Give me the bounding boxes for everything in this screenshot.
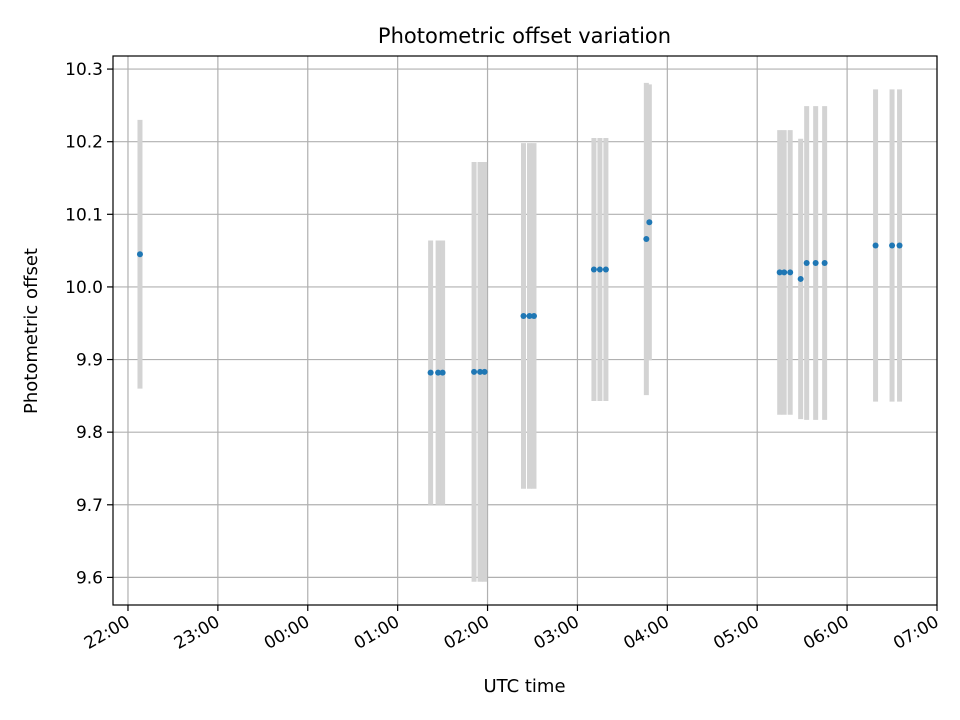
x-axis-label: UTC time	[483, 676, 565, 697]
data-point	[602, 266, 609, 273]
y-axis-label: Photometric offset	[21, 248, 42, 414]
data-point	[590, 266, 597, 273]
y-tick-label: 10.3	[65, 60, 103, 80]
data-point	[776, 269, 783, 276]
x-tick-label: 06:00	[800, 612, 852, 654]
x-tick-label: 07:00	[890, 612, 942, 654]
data-point	[520, 312, 527, 319]
data-point	[439, 369, 446, 376]
data-point	[797, 275, 804, 282]
x-tick-label: 04:00	[620, 612, 672, 654]
x-tick-label: 01:00	[351, 612, 403, 654]
data-point	[781, 269, 788, 276]
y-tick-label: 10.0	[65, 278, 103, 298]
data-point	[646, 219, 653, 226]
data-points	[136, 219, 903, 376]
data-point	[435, 369, 442, 376]
data-point	[803, 259, 810, 266]
x-tick-label: 00:00	[261, 612, 313, 654]
data-point	[821, 259, 828, 266]
data-point	[896, 242, 903, 249]
x-axis-ticks: 22:00 23:00 00:00 01:00 02:00 03:00 04:00 05:00…	[81, 605, 943, 654]
data-point	[471, 368, 478, 375]
x-tick-label: 22:00	[81, 612, 133, 654]
x-tick-label: 05:00	[710, 612, 762, 654]
data-point	[889, 242, 896, 249]
data-point	[787, 269, 794, 276]
y-tick-label: 9.6	[76, 568, 103, 588]
y-tick-label: 10.1	[65, 205, 103, 225]
y-tick-label: 9.9	[76, 351, 103, 371]
data-point	[477, 368, 484, 375]
data-point	[481, 368, 488, 375]
x-tick-label: 02:00	[441, 612, 493, 654]
data-point	[643, 236, 650, 242]
x-tick-label: 23:00	[171, 612, 223, 654]
data-point	[427, 369, 434, 376]
y-tick-label: 10.2	[65, 133, 103, 153]
data-point	[136, 251, 143, 258]
plot-frame	[112, 55, 938, 606]
error-bars	[137, 82, 903, 582]
y-tick-label: 9.8	[76, 423, 103, 443]
data-point	[596, 266, 603, 273]
chart-title: Photometric offset variation	[378, 24, 671, 48]
data-point	[530, 312, 537, 319]
y-axis-ticks: 9.6 9.7 9.8 9.9 10.0 10.1 10.2 10.3	[65, 60, 113, 588]
data-point	[812, 259, 819, 266]
x-tick-label: 03:00	[531, 612, 583, 654]
data-point	[872, 242, 879, 249]
y-tick-label: 9.7	[76, 496, 103, 516]
data-point	[526, 312, 533, 319]
